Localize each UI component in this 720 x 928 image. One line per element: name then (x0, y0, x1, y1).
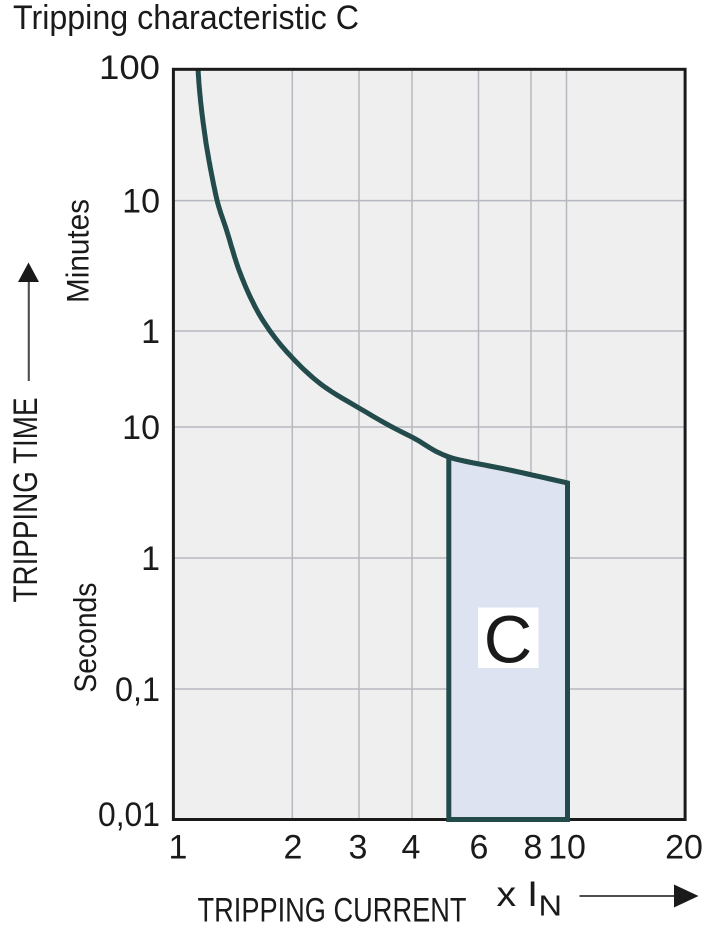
svg-text:TRIPPING CURRENT: TRIPPING CURRENT (198, 892, 467, 928)
svg-text:0,01: 0,01 (98, 796, 160, 834)
svg-text:3: 3 (349, 829, 368, 867)
svg-text:100: 100 (99, 49, 160, 87)
svg-text:x I: x I (497, 874, 539, 914)
svg-text:Seconds: Seconds (67, 583, 103, 693)
svg-text:Minutes: Minutes (60, 199, 96, 303)
svg-text:Tripping characteristic C: Tripping characteristic C (13, 0, 359, 37)
svg-text:10: 10 (122, 183, 160, 221)
svg-text:1: 1 (141, 313, 160, 351)
svg-text:2: 2 (284, 829, 303, 867)
svg-text:8: 8 (524, 829, 543, 867)
svg-text:6: 6 (470, 829, 489, 867)
svg-text:1: 1 (169, 829, 188, 867)
svg-text:4: 4 (402, 829, 421, 867)
svg-text:1: 1 (141, 540, 160, 578)
svg-text:0,1: 0,1 (115, 671, 160, 709)
svg-text:10: 10 (122, 409, 160, 447)
svg-text:C: C (484, 603, 532, 678)
svg-text:N: N (539, 891, 563, 923)
svg-text:20: 20 (665, 829, 703, 867)
svg-text:TRIPPING TIME: TRIPPING TIME (7, 398, 45, 603)
svg-text:10: 10 (548, 829, 586, 867)
